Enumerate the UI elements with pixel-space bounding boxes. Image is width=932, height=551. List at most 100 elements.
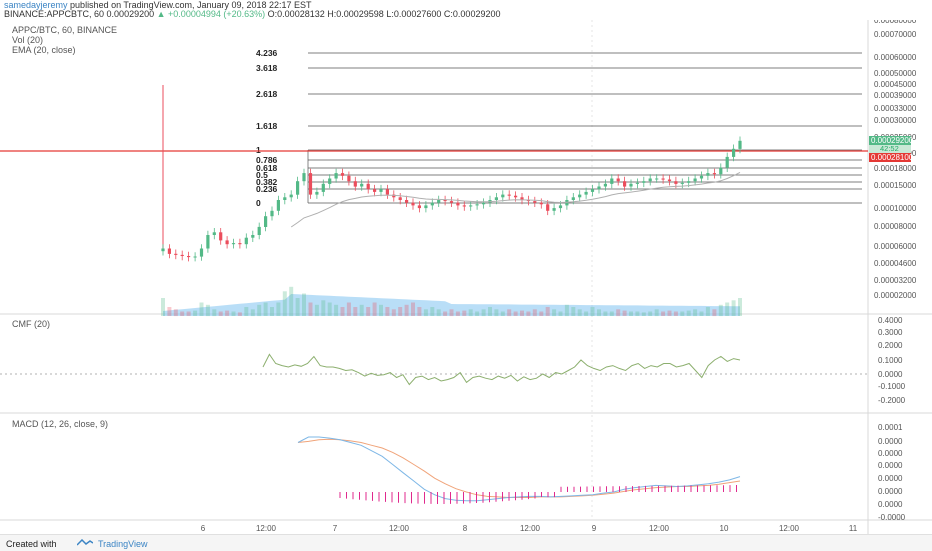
volume-bar: [648, 311, 653, 316]
tradingview-logo-icon: [77, 539, 93, 546]
candle-body: [321, 183, 325, 192]
last-price: 0.00029200: [106, 9, 155, 19]
time-tick-label: 12:00: [389, 524, 410, 533]
candle-body: [482, 202, 486, 205]
candle-body: [225, 240, 229, 245]
volume-bar: [411, 302, 415, 316]
volume-bar: [436, 309, 441, 317]
candle-body: [251, 235, 255, 238]
fib-level-label: 4.236: [256, 48, 278, 58]
volume-bar: [539, 311, 544, 316]
price-tick-label: 0.00070000: [874, 30, 917, 39]
candle-body: [526, 200, 530, 202]
candle-body: [533, 201, 537, 203]
cmf-tick-label: -0.1000: [878, 382, 906, 391]
candle-body: [680, 182, 684, 184]
candle-body: [558, 205, 563, 209]
time-tick-label: 7: [333, 524, 338, 533]
candle-body: [308, 173, 313, 195]
volume-bar: [584, 311, 589, 316]
macd-tick-label: 0.0001: [878, 423, 903, 432]
fib-level-label: 0.786: [256, 155, 278, 165]
candle-body: [212, 232, 216, 235]
volume-bar: [571, 307, 576, 316]
volume-bar: [564, 304, 569, 317]
volume-bar: [725, 302, 730, 316]
cmf-tick-label: 0.4000: [878, 316, 903, 325]
candle-body: [366, 183, 370, 190]
fib-level-label: 0.382: [256, 177, 278, 187]
candle-body: [334, 173, 338, 179]
volume-bar: [597, 309, 601, 317]
volume-bar: [225, 310, 230, 316]
volume-bar: [731, 300, 736, 316]
cmf-tick-label: 0.0000: [878, 370, 903, 379]
hline-price-tag-text: 0.00028100: [871, 153, 914, 162]
price-tick-label: 0.00060000: [874, 53, 917, 62]
candle-body: [161, 248, 165, 252]
volume-bar: [398, 307, 403, 316]
fib-level-label: 0.236: [256, 184, 278, 194]
price-chart[interactable]: APPC/BTC, 60, BINANCE Vol (20) EMA (20, …: [0, 20, 932, 534]
cmf-tick-label: -0.2000: [878, 396, 906, 405]
volume-bar: [237, 312, 242, 316]
volume-bar: [494, 309, 499, 317]
candle-body: [193, 256, 197, 258]
candle-body: [347, 175, 351, 182]
candle-body: [328, 178, 332, 184]
cmf-tick-label: 0.1000: [878, 356, 903, 365]
candle-body: [340, 173, 345, 176]
volume-bar: [577, 309, 582, 317]
countdown-tag-text: 42:52: [880, 144, 899, 153]
legend-cmf: CMF (20): [12, 319, 50, 329]
fib-level-label: 3.618: [256, 63, 278, 73]
macd-line: [297, 436, 741, 502]
candle-body: [712, 173, 716, 175]
fib-level-label: 2.618: [256, 89, 278, 99]
price-tick-label: 0.00030000: [874, 116, 917, 125]
volume-bar: [526, 311, 531, 316]
volume-bar: [712, 309, 717, 317]
volume-bar: [244, 307, 249, 316]
candle-body: [578, 194, 582, 198]
candle-body: [353, 181, 357, 187]
volume-bar: [693, 309, 698, 317]
candle-body: [417, 205, 421, 209]
candle-body: [238, 243, 242, 245]
volume-bar: [513, 311, 518, 316]
volume-bar: [340, 307, 345, 316]
ema-line: [290, 171, 741, 228]
hline-price-tag: [869, 153, 911, 162]
candle-body: [270, 210, 274, 217]
fib-level-label: 0.618: [256, 163, 278, 173]
tradingview-brand[interactable]: TradingView: [98, 539, 148, 549]
volume-bar: [391, 309, 396, 317]
price-tick-label: 0.00010000: [874, 204, 917, 213]
countdown-tag: [869, 145, 911, 153]
price-tick-label: 0.00033000: [874, 104, 917, 113]
username-link[interactable]: samedayjeremy: [4, 0, 68, 10]
cmf-tick-label: 0.2000: [878, 341, 903, 350]
time-tick-label: 9: [592, 524, 597, 533]
volume-bar: [443, 311, 448, 316]
price-tick-label: 0.00018000: [874, 164, 917, 173]
volume-bar: [481, 309, 486, 317]
time-tick-label: 12:00: [256, 524, 277, 533]
volume-bar: [327, 302, 332, 316]
symbol-label: BINANCE:APPCBTC, 60: [4, 9, 105, 19]
volume-bar: [334, 304, 339, 317]
price-tick-label: 0.00045000: [874, 80, 917, 89]
candle-body: [392, 194, 396, 198]
volume-bar: [404, 304, 409, 317]
candle-body: [699, 175, 704, 179]
price-tick-label: 0.00039000: [874, 91, 917, 100]
candle-body: [437, 200, 441, 203]
price-tick-label: 0.00050000: [874, 69, 917, 78]
volume-bar: [500, 311, 505, 316]
volume-bar: [167, 307, 172, 316]
volume-bar: [423, 309, 428, 317]
candle-body: [610, 178, 614, 184]
publish-line: samedayjeremy published on TradingView.c…: [4, 0, 312, 10]
change-value: ▲ +0.00004994 (+20.63%): [156, 9, 266, 19]
time-tick-label: 8: [463, 524, 468, 533]
